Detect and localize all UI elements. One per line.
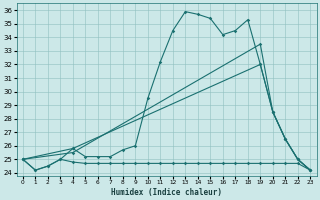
X-axis label: Humidex (Indice chaleur): Humidex (Indice chaleur) — [111, 188, 222, 197]
